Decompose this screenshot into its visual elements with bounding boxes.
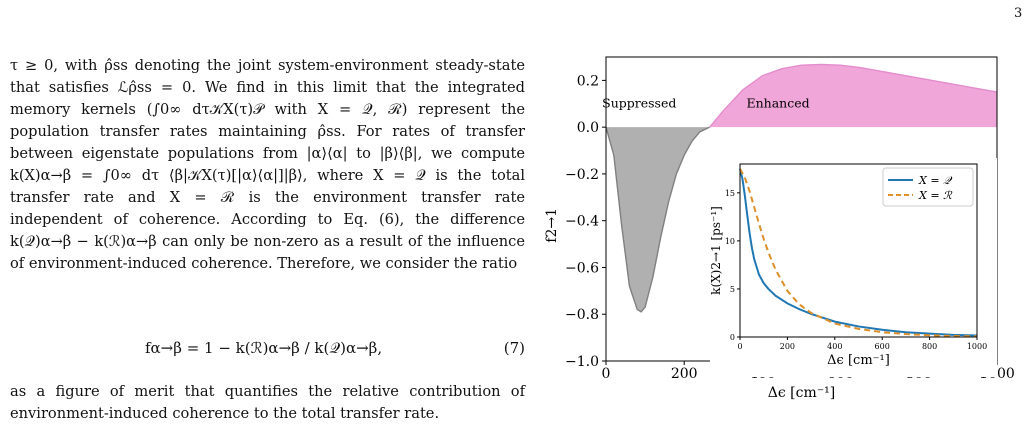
equation-number: (7) xyxy=(503,339,525,357)
inset-plot: 0 200 400 600 800 1000 0 5 10 15 Δϵ [cm⁻¹] k(X)2→1 … xyxy=(709,158,997,377)
area-series-1 xyxy=(709,64,997,128)
annotation-suppressed: Suppressed xyxy=(602,95,676,110)
main-x-tick-label: 200 xyxy=(671,366,698,382)
main-x-tick-label: 800 xyxy=(905,366,932,382)
line-series-0 xyxy=(605,126,710,313)
inset-x-tick-label: 800 xyxy=(922,342,937,351)
inset-x-axis-label: Δϵ [cm⁻¹] xyxy=(827,353,890,368)
equation-body: fα→β = 1 − k(ℛ)α→β / k(𝒬)α→β, xyxy=(145,339,383,357)
annotation-enhanced: Enhanced xyxy=(746,95,809,110)
line-series-1 xyxy=(709,63,998,128)
inset-series-0 xyxy=(739,168,978,337)
main-y-tick-label: −0.2 xyxy=(565,167,599,183)
inset-x-tick-label: 0 xyxy=(737,342,742,351)
main-y-tick-label: −0.6 xyxy=(565,260,599,276)
legend-box xyxy=(882,167,974,207)
area-series-0 xyxy=(606,127,710,312)
inset-x-tick-label: 200 xyxy=(780,342,795,351)
inset-x-tick-label: 1000 xyxy=(967,342,987,351)
legend-label-0: X = 𝒬 xyxy=(918,174,953,187)
legend-label-1: X = ℛ xyxy=(918,189,953,202)
inset-x-tick-label: 600 xyxy=(875,342,890,351)
main-y-tick-label: 0.0 xyxy=(577,120,599,136)
body-paragraph: τ ≥ 0, with ρ̂ss denoting the joint syst… xyxy=(10,55,525,275)
inset-y-tick-label: 5 xyxy=(730,285,735,294)
after-equation-paragraph: as a figure of merit that quantifies the… xyxy=(10,381,525,425)
main-y-tick-label: 0.2 xyxy=(577,73,599,89)
after-equation-text: as a figure of merit that quantifies the… xyxy=(10,383,525,422)
inset-y-axis-label: k(X)2→1 [ps⁻¹] xyxy=(709,206,723,295)
paragraph-text: τ ≥ 0, with ρ̂ss denoting the joint syst… xyxy=(10,57,525,272)
main-plot: 0 200 400 600 800 1000−1.0−0.8−0.6−0.4−0.20.0… xyxy=(544,56,1015,401)
inset-y-tick-label: 0 xyxy=(730,333,735,342)
inset-background xyxy=(710,158,997,377)
inset-plot-frame xyxy=(739,163,978,338)
page-number: 3 xyxy=(1014,6,1023,21)
main-y-tick-label: −1.0 xyxy=(565,354,599,370)
inset-y-tick-label: 10 xyxy=(725,237,735,246)
main-x-tick-label: 600 xyxy=(827,366,854,382)
main-y-axis-label: f2→1 xyxy=(544,208,560,243)
inset-x-tick-label: 400 xyxy=(827,342,842,351)
equation-7: fα→β = 1 − k(ℛ)α→β / k(𝒬)α→β, (7) xyxy=(10,339,525,367)
main-x-tick-label: 400 xyxy=(749,366,776,382)
main-plot-frame xyxy=(605,56,998,362)
main-x-tick-label: 1000 xyxy=(979,366,1015,382)
inset-series-1 xyxy=(739,168,978,338)
main-x-tick-label: 0 xyxy=(602,366,611,382)
inset-y-tick-label: 15 xyxy=(725,189,735,198)
main-y-tick-label: −0.4 xyxy=(565,214,599,230)
main-x-axis-label: Δϵ [cm⁻¹] xyxy=(768,385,835,401)
main-y-tick-label: −0.8 xyxy=(565,307,599,323)
